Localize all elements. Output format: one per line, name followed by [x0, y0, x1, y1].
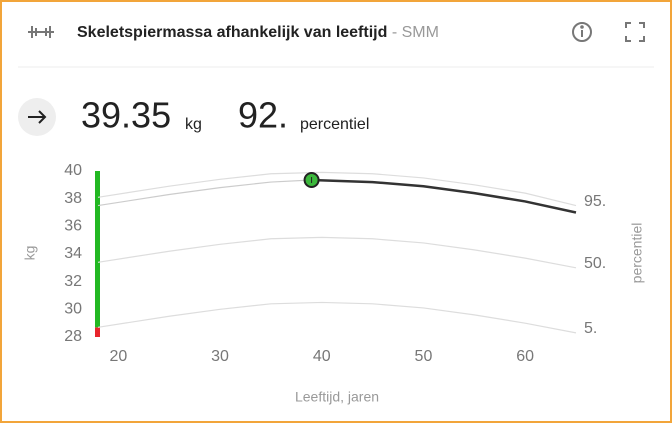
x-tick-label: 40 — [313, 348, 331, 365]
range-band — [95, 327, 100, 337]
y2-axis-label: percentiel — [629, 223, 645, 284]
x-tick-label: 60 — [516, 348, 534, 365]
reading-unit: kg — [185, 116, 202, 133]
y-tick-label: 38 — [64, 190, 82, 207]
x-tick-label: 20 — [109, 348, 127, 365]
range-band — [95, 171, 100, 328]
y-tick-label: 30 — [64, 301, 82, 318]
y-tick-label: 32 — [64, 273, 82, 290]
line — [97, 179, 312, 207]
weight-icon — [28, 26, 54, 38]
percentile-value: 92. — [238, 95, 288, 136]
fullscreen-button[interactable] — [625, 22, 645, 42]
title-text: Skeletspiermassa afhankelijk van leeftij… — [77, 24, 387, 41]
reading-value: 39.35 — [81, 95, 171, 136]
line — [97, 236, 577, 269]
line — [97, 301, 577, 334]
x-tick-label: 50 — [415, 348, 433, 365]
y-tick-label: 34 — [64, 245, 82, 262]
series-end-label: 5. — [584, 320, 597, 337]
line — [97, 171, 577, 207]
x-tick-label: 30 — [211, 348, 229, 365]
y-tick-label: 36 — [64, 218, 82, 235]
series-end-label: 95. — [584, 193, 606, 210]
y-axis-label: kg — [22, 246, 38, 261]
y-tick-label: 28 — [64, 328, 82, 345]
series-end-label: 50. — [584, 255, 606, 272]
subtitle: - SMM — [387, 24, 439, 41]
info-button[interactable] — [572, 22, 592, 42]
arrow-button[interactable] — [18, 98, 56, 136]
title: Skeletspiermassa afhankelijk van leeftij… — [77, 24, 439, 41]
line — [311, 178, 577, 214]
y-tick-label: 40 — [64, 162, 82, 179]
percentile-label: percentiel — [300, 116, 369, 133]
x-axis-label: Leeftijd, jaren — [295, 389, 379, 405]
